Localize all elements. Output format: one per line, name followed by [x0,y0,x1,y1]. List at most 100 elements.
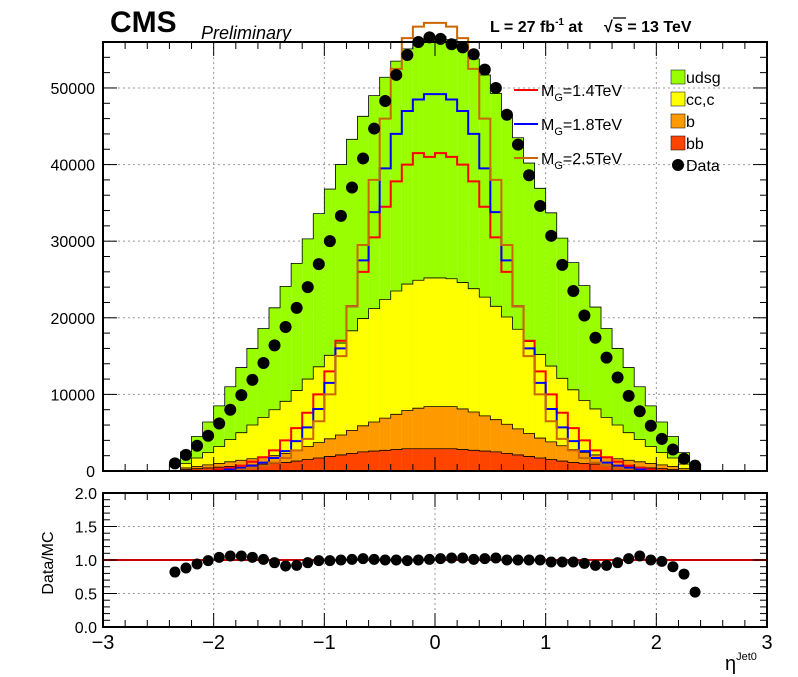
data-point-25 [445,38,458,51]
ratio-point-28 [479,553,491,565]
main-axes: 0 10000 20000 30000 40000 50000 [51,41,768,481]
ratio-x-tick-label-4: 1 [540,632,551,654]
stack-bar-ccc-18 [302,379,314,471]
data-point-8 [257,356,270,369]
stack-bar-b-41 [556,445,568,471]
data-point-16 [346,181,358,194]
ratio-point-31 [512,554,524,566]
stack-bar-ccc-40 [545,366,557,471]
stack-bar-b-22 [346,430,358,471]
stack-bar-b-29 [423,406,435,471]
ratio-point-21 [401,555,413,567]
stack-bar-bb-15 [269,463,281,471]
data-point-38 [589,331,602,344]
ratio-point-3 [202,555,214,567]
data-point-40 [611,371,624,384]
stack-bar-b-35 [490,419,502,471]
stack-bar-ccc-16 [280,401,292,471]
ratio-point-6 [235,550,247,562]
main-y-tick-label-2: 20000 [51,311,96,328]
stack-bar-b-23 [357,425,369,471]
stack-bar-udsg-50 [656,421,668,471]
ratio-point-16 [346,553,358,565]
ratio-y-axis-label: Data/MC [40,531,57,594]
stack-bar-ccc-10 [213,446,225,471]
stack-bar-udsg-14 [257,328,269,471]
stack-bar-udsg-9 [202,421,214,471]
stack-bar-udsg-37 [512,137,524,472]
stack-bar-b-49 [645,463,657,471]
stack-bar-udsg-22 [346,139,358,471]
ratio-point-29 [490,552,502,564]
stack-bar-bb-34 [479,451,491,471]
stack-bar-ccc-23 [357,318,369,471]
energy-suffix: = 13 TeV [623,19,692,36]
stack-bar-ccc-43 [578,400,590,471]
stack-bar-ccc-48 [634,439,646,471]
stack-bar-ccc-21 [335,343,347,471]
ratio-point-7 [246,551,258,563]
stack-bar-ccc-51 [667,457,679,471]
stack-bar-udsg-31 [446,39,458,472]
stack-bar-b-52 [678,468,690,471]
stack-bar-b-33 [468,412,480,471]
stack-bar-bb-8 [191,468,203,471]
main-y-tick-label-1: 10000 [51,387,96,404]
data-point-17 [357,152,370,165]
ratio-point-37 [578,557,590,569]
stack-outline-ccc [103,277,767,472]
stack-bar-ccc-25 [379,299,391,471]
ratio-point-23 [423,553,435,565]
legend-stack-label-1: cc,c [686,92,714,109]
stack-bar-b-25 [379,418,391,471]
data-point-47 [689,459,702,472]
stack-bar-ccc-15 [269,409,281,471]
stack-bar-ccc-52 [678,464,690,471]
ratio-points [169,550,701,598]
ratio-point-4 [213,551,225,563]
stack-bar-b-32 [457,408,469,471]
stack-bar-ccc-34 [479,297,491,471]
stack-bar-udsg-48 [634,386,646,471]
legend-stack-swatch-1 [670,91,686,107]
ratio-point-34 [545,556,557,568]
data-point-44 [655,432,668,445]
stack-bar-udsg-7 [180,451,192,471]
legend-signal-label-1: MG=1.8TeV [541,117,622,138]
stack-bar-bb-17 [291,461,303,471]
stack-bar-ccc-38 [523,341,535,471]
data-point-10 [279,320,292,333]
legend-data-marker [672,159,684,171]
ratio-plot-panel: 0.0 0.5 1.0 1.5 2.0 −3 −2 −1 0 1 2 3 Data/MC [40,486,773,654]
data-point-21 [401,49,414,62]
data-point-29 [489,81,502,94]
ratio-point-43 [645,554,657,566]
sqrt-symbol: √ [604,19,613,36]
stack-bar-udsg-30 [435,36,447,471]
energy-text: s = 13 TeV [614,19,692,36]
stack-bar-udsg-43 [578,285,590,471]
stack-bar-b-19 [313,442,325,471]
stack-bar-ccc-8 [191,457,203,471]
stack-bar-b-26 [390,414,402,471]
stack-bar-ccc-13 [246,425,258,471]
stack-bar-ccc-46 [612,425,624,471]
stack-bar-udsg-47 [623,367,635,471]
ratio-point-26 [457,552,469,564]
lumi-exponent: -1 [555,17,564,28]
stack-bar-b-37 [512,428,524,471]
stack-bar-bb-37 [512,454,524,471]
stack-bar-bb-25 [379,450,391,471]
stack-bar-bb-36 [501,453,513,471]
stack-bar-bb-41 [556,461,568,471]
ratio-point-42 [634,550,646,562]
ratio-point-17 [357,553,369,565]
stack-bar-ccc-24 [368,308,380,471]
stack-bar-udsg-13 [246,348,258,471]
data-point-6 [235,389,248,402]
data-point-30 [500,108,513,121]
ratio-point-5 [224,550,236,562]
stack-bar-ccc-29 [423,277,435,471]
stack-bar-ccc-47 [623,432,635,471]
